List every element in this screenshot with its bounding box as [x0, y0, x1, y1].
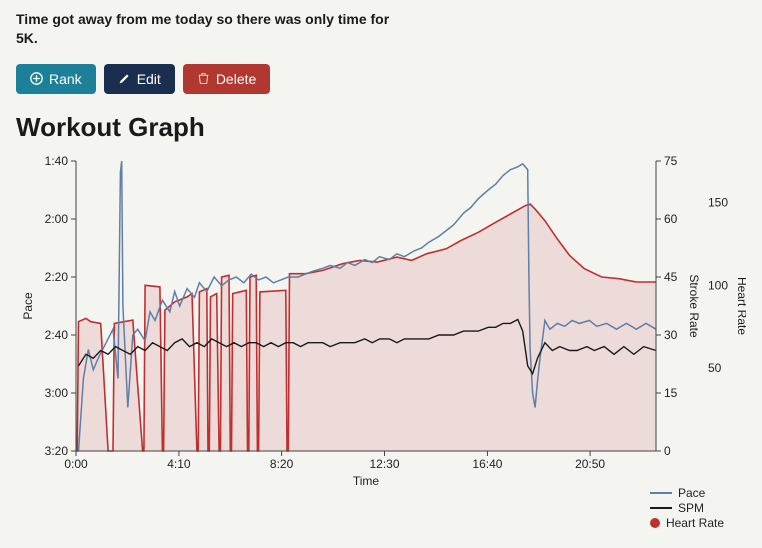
workout-note: Time got away from me today so there was…: [16, 10, 416, 48]
chart-legend: Pace SPM Heart Rate: [650, 485, 724, 530]
svg-text:Time: Time: [353, 474, 380, 488]
svg-text:50: 50: [708, 361, 722, 375]
svg-text:0: 0: [664, 444, 671, 458]
legend-spm-swatch: [650, 507, 672, 509]
legend-spm: SPM: [650, 501, 724, 515]
edit-button[interactable]: Edit: [104, 64, 175, 94]
pencil-icon: [118, 72, 131, 85]
legend-hr-label: Heart Rate: [666, 516, 724, 530]
svg-text:2:40: 2:40: [45, 328, 69, 342]
edit-label: Edit: [137, 71, 161, 87]
svg-text:4:10: 4:10: [167, 457, 191, 471]
delete-button[interactable]: Delete: [183, 64, 270, 94]
svg-text:45: 45: [664, 270, 678, 284]
svg-text:150: 150: [708, 195, 728, 209]
svg-text:2:00: 2:00: [45, 212, 69, 226]
svg-text:20:50: 20:50: [575, 457, 605, 471]
svg-text:Pace: Pace: [21, 292, 35, 320]
rank-label: Rank: [49, 71, 82, 87]
svg-text:16:40: 16:40: [472, 457, 502, 471]
legend-pace-label: Pace: [678, 486, 705, 500]
svg-text:3:00: 3:00: [45, 386, 69, 400]
svg-text:Stroke Rate: Stroke Rate: [687, 274, 701, 338]
svg-text:0:00: 0:00: [64, 457, 88, 471]
delete-label: Delete: [216, 71, 256, 87]
svg-text:100: 100: [708, 278, 728, 292]
svg-text:75: 75: [664, 154, 678, 168]
legend-hr-swatch: [650, 518, 660, 528]
svg-text:30: 30: [664, 328, 678, 342]
note-line-2: 5K.: [16, 30, 38, 46]
legend-spm-label: SPM: [678, 501, 704, 515]
svg-text:8:20: 8:20: [270, 457, 294, 471]
svg-text:60: 60: [664, 212, 678, 226]
graph-title: Workout Graph: [16, 112, 746, 143]
plus-circle-icon: [30, 72, 43, 85]
trash-icon: [197, 72, 210, 85]
svg-text:12:30: 12:30: [369, 457, 399, 471]
legend-hr: Heart Rate: [650, 516, 724, 530]
svg-text:2:20: 2:20: [45, 270, 69, 284]
legend-pace-swatch: [650, 492, 672, 494]
legend-pace: Pace: [650, 486, 724, 500]
rank-button[interactable]: Rank: [16, 64, 96, 94]
svg-text:15: 15: [664, 386, 678, 400]
svg-text:Heart Rate: Heart Rate: [735, 277, 746, 335]
svg-text:3:20: 3:20: [45, 444, 69, 458]
workout-chart: 0:00 4:10 8:20 12:30 16:40 20:50 Time 1:40 2:00 2…: [16, 147, 746, 532]
note-line-1: Time got away from me today so there was…: [16, 11, 389, 27]
chart-svg: 0:00 4:10 8:20 12:30 16:40 20:50 Time 1:40 2:00 2…: [16, 147, 746, 527]
action-buttons: Rank Edit Delete: [16, 64, 746, 94]
svg-text:1:40: 1:40: [45, 154, 69, 168]
